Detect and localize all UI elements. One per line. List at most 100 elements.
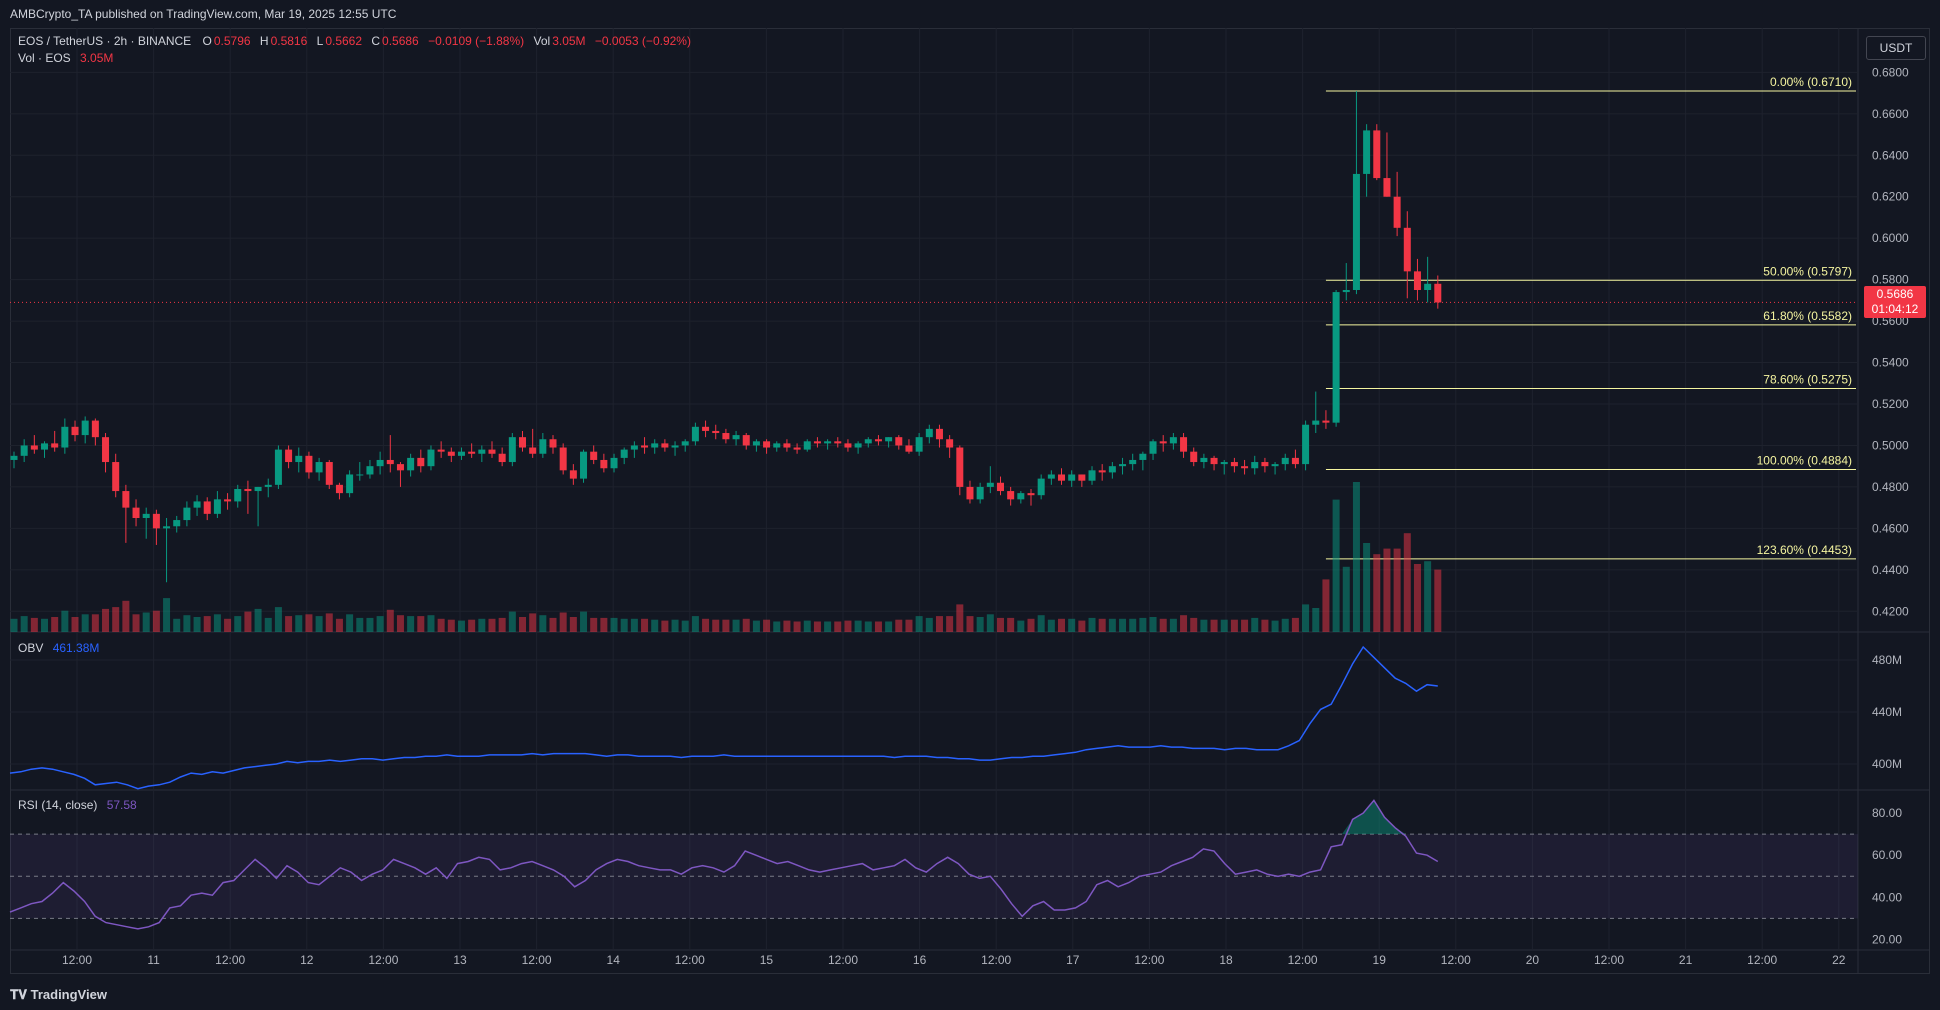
candle-body bbox=[580, 451, 588, 479]
candle-body bbox=[1383, 178, 1391, 197]
candle-body bbox=[193, 501, 201, 508]
candle-body bbox=[783, 443, 791, 448]
candle bbox=[1251, 455, 1259, 475]
volume-bar bbox=[1220, 619, 1228, 632]
x-tick-label: 13 bbox=[453, 953, 467, 967]
candle bbox=[1352, 91, 1360, 295]
candle-body bbox=[305, 455, 313, 473]
vol-value: 3.05M bbox=[552, 34, 586, 48]
y-tick-label: 0.6400 bbox=[1872, 148, 1909, 162]
candle bbox=[1098, 464, 1106, 481]
candle bbox=[874, 435, 882, 446]
volume-bar bbox=[1403, 533, 1411, 632]
volume-bar bbox=[874, 621, 882, 632]
x-tick-label: 21 bbox=[1679, 953, 1693, 967]
candle bbox=[1302, 420, 1310, 471]
candle-body bbox=[1139, 453, 1147, 460]
volume-bar bbox=[895, 619, 903, 632]
candle bbox=[508, 433, 516, 467]
volume-bar bbox=[81, 614, 89, 632]
candle-body bbox=[132, 507, 140, 518]
candle bbox=[61, 418, 69, 454]
candle-body bbox=[224, 499, 232, 502]
volume-bar bbox=[834, 621, 842, 632]
candle-body bbox=[590, 451, 598, 460]
candle-body bbox=[529, 447, 537, 454]
symbol-name[interactable]: EOS / TetherUS · 2h · BINANCE bbox=[18, 34, 192, 48]
volume-bar bbox=[925, 617, 933, 632]
candle bbox=[51, 430, 59, 452]
volume-bar bbox=[305, 614, 313, 632]
x-tick-label: 19 bbox=[1373, 953, 1387, 967]
candle-body bbox=[1108, 466, 1116, 473]
volume-bar bbox=[1098, 618, 1106, 632]
candle-body bbox=[91, 420, 99, 438]
candle-body bbox=[295, 455, 303, 463]
candle bbox=[356, 462, 364, 481]
rsi-legend: RSI (14, close) 57.58 bbox=[18, 798, 139, 812]
volume-bar bbox=[51, 617, 59, 632]
candle bbox=[417, 449, 425, 473]
volume-bar bbox=[1261, 619, 1269, 632]
candle bbox=[915, 433, 923, 456]
candle bbox=[1159, 435, 1167, 452]
volume-bar bbox=[559, 612, 567, 632]
candle bbox=[193, 495, 201, 516]
x-tick-label: 16 bbox=[913, 953, 927, 967]
candle bbox=[661, 439, 669, 452]
y-tick-label: 0.6200 bbox=[1872, 190, 1909, 204]
candle bbox=[346, 470, 354, 498]
volume-bar bbox=[671, 619, 679, 632]
volume-bars bbox=[10, 482, 1442, 632]
candle-body bbox=[1251, 462, 1259, 469]
volume-bar bbox=[193, 617, 201, 632]
candle bbox=[488, 441, 496, 458]
volume-bar bbox=[569, 617, 577, 632]
volume-bar bbox=[417, 616, 425, 632]
candle-body bbox=[51, 443, 59, 448]
candle bbox=[925, 424, 933, 444]
x-tick-label: 17 bbox=[1066, 953, 1080, 967]
candle bbox=[1007, 486, 1015, 506]
candle-body bbox=[915, 437, 923, 452]
candle-body bbox=[996, 482, 1004, 492]
candle bbox=[1413, 258, 1421, 301]
rsi-legend-label[interactable]: RSI (14, close) bbox=[18, 798, 98, 812]
candle bbox=[1373, 124, 1381, 181]
volume-legend-label[interactable]: Vol · EOS bbox=[18, 51, 71, 65]
volume-bar bbox=[824, 621, 832, 632]
candle bbox=[325, 459, 333, 489]
candle bbox=[1424, 256, 1432, 303]
candle-body bbox=[183, 507, 191, 521]
candle-body bbox=[335, 484, 343, 494]
candle bbox=[864, 437, 872, 448]
x-tick-label: 12:00 bbox=[1441, 953, 1471, 967]
volume-bar bbox=[1271, 620, 1279, 632]
candle bbox=[1017, 491, 1025, 504]
candle bbox=[1312, 391, 1320, 434]
candle-body bbox=[935, 428, 943, 440]
candle bbox=[1068, 470, 1076, 487]
fib-level-label: 78.60% (0.5275) bbox=[1763, 372, 1852, 386]
volume-bar bbox=[1169, 618, 1177, 632]
candle bbox=[1393, 171, 1401, 237]
volume-bar bbox=[1291, 617, 1299, 632]
candle-body bbox=[173, 520, 181, 527]
candle bbox=[559, 443, 567, 475]
currency-button[interactable]: USDT bbox=[1866, 36, 1926, 60]
candle-body bbox=[244, 488, 252, 492]
candle-body bbox=[813, 441, 821, 444]
obv-legend-label[interactable]: OBV bbox=[18, 641, 44, 655]
candle-body bbox=[61, 426, 69, 448]
candle-body bbox=[1403, 227, 1411, 272]
y-tick-label: 0.4600 bbox=[1872, 521, 1909, 535]
candle-body bbox=[1159, 441, 1167, 444]
y-tick-label: 0.4200 bbox=[1872, 604, 1909, 618]
candle-body bbox=[102, 437, 110, 463]
volume-bar bbox=[122, 600, 130, 632]
candle bbox=[112, 453, 120, 498]
tradingview-logo[interactable]: 𝐓𝐕 TradingView bbox=[10, 987, 107, 1003]
tradingview-logo-icon: 𝐓𝐕 bbox=[10, 987, 31, 1002]
candle-body bbox=[1424, 283, 1432, 290]
